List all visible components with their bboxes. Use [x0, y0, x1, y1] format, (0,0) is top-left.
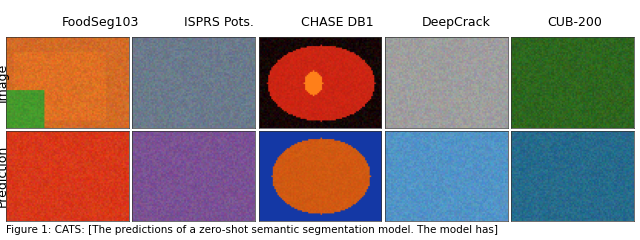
Text: Figure 1: CATS: [The predictions of a zero-shot semantic segmentation model. The: Figure 1: CATS: [The predictions of a ze… — [6, 225, 499, 234]
Text: DeepCrack: DeepCrack — [421, 16, 490, 29]
Y-axis label: Prediction: Prediction — [0, 145, 9, 207]
Y-axis label: Image: Image — [0, 63, 9, 102]
Text: ISPRS Pots.: ISPRS Pots. — [184, 16, 253, 29]
Text: CUB-200: CUB-200 — [547, 16, 602, 29]
Text: CHASE DB1: CHASE DB1 — [301, 16, 374, 29]
Text: FoodSeg103: FoodSeg103 — [61, 16, 139, 29]
